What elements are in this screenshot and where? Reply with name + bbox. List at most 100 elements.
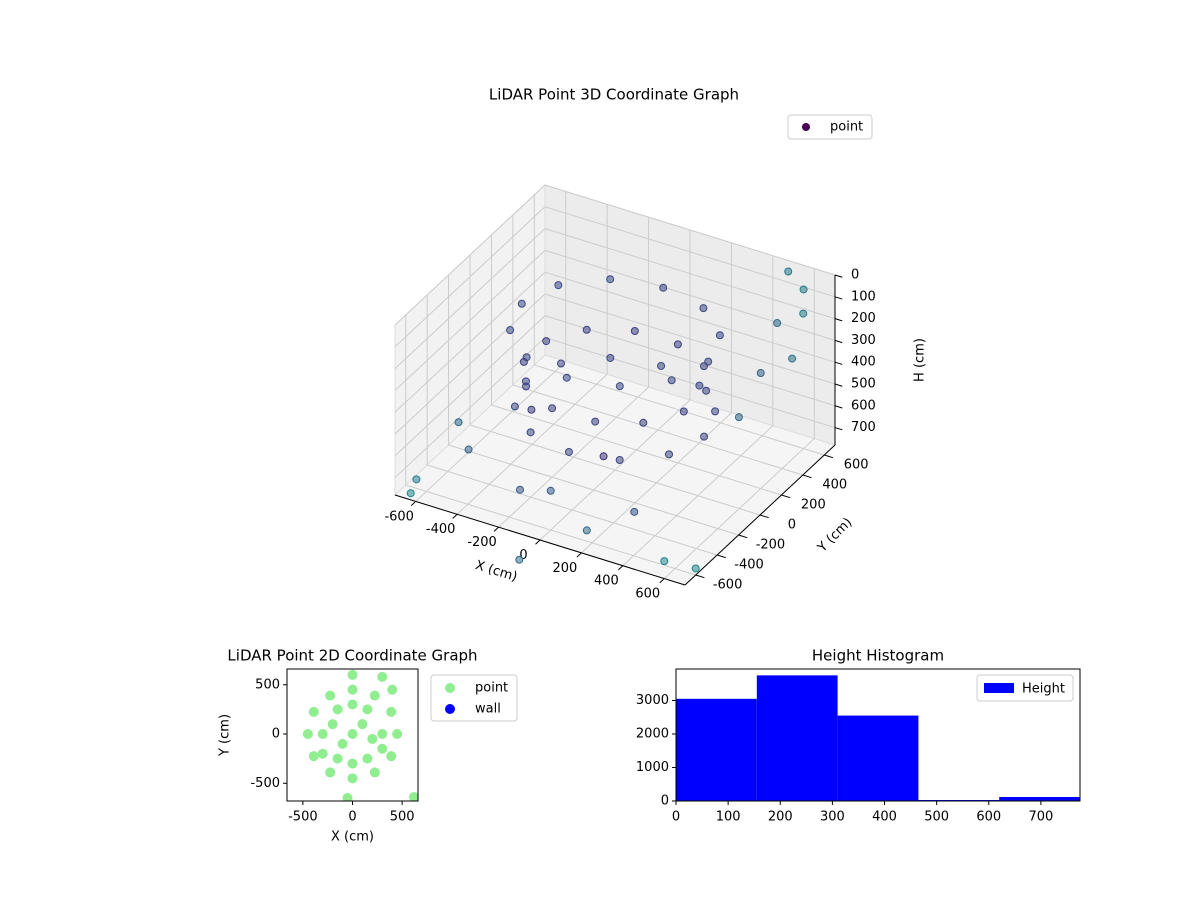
x-axis-line <box>394 494 686 586</box>
y-tick-label: -200 <box>756 537 786 552</box>
point <box>377 743 388 754</box>
point <box>521 377 530 386</box>
point <box>799 285 808 294</box>
grid-line <box>544 206 836 298</box>
point <box>660 557 669 566</box>
point <box>327 719 338 730</box>
point <box>657 361 666 370</box>
point <box>599 452 608 461</box>
tick-mark <box>834 405 843 409</box>
grid-line <box>469 424 761 516</box>
point <box>506 326 515 335</box>
point <box>556 359 565 368</box>
x-tick-label: 300 <box>820 810 845 825</box>
grid-line <box>394 293 546 435</box>
grid-line <box>426 464 718 556</box>
point <box>516 485 524 494</box>
grid-line <box>448 444 739 536</box>
point <box>562 373 571 382</box>
point <box>454 418 463 427</box>
x-tick-label: 400 <box>594 574 619 589</box>
point <box>302 729 313 740</box>
point <box>773 319 782 328</box>
point <box>667 376 676 385</box>
bar <box>999 796 1080 801</box>
grid-line <box>394 337 546 478</box>
point <box>519 357 528 366</box>
point <box>639 418 648 427</box>
point <box>392 729 403 740</box>
point <box>337 738 348 749</box>
point <box>347 758 358 769</box>
point <box>582 325 591 334</box>
z-tick-label: 100 <box>851 289 876 304</box>
point <box>387 684 398 695</box>
point <box>788 354 797 363</box>
y-tick-label: 500 <box>255 677 280 692</box>
y-axis-line <box>684 444 836 586</box>
grid-line <box>544 271 836 363</box>
point <box>347 773 358 784</box>
y-tick-label: -500 <box>250 776 280 791</box>
tick-mark <box>659 578 665 584</box>
legend-label: point <box>475 681 508 696</box>
point <box>464 445 473 454</box>
x-tick-label: 500 <box>390 810 415 825</box>
point <box>342 793 353 801</box>
z-tick-label: 400 <box>851 355 876 370</box>
point <box>591 417 600 426</box>
point <box>517 299 526 308</box>
point <box>526 428 535 437</box>
point <box>367 733 378 744</box>
point <box>734 413 743 422</box>
z-tick-label: 300 <box>851 333 876 348</box>
chart-title: LiDAR Point 3D Coordinate Graph <box>489 86 739 104</box>
legend-marker <box>445 704 455 714</box>
grid-line <box>544 293 836 385</box>
y-tick-label: 3000 <box>636 693 669 708</box>
grid-line <box>544 315 836 407</box>
point <box>673 340 682 349</box>
point <box>510 402 519 411</box>
grid-line <box>512 384 804 476</box>
x-tick-label: 600 <box>635 586 660 601</box>
point <box>332 704 343 715</box>
x-tick-label: -200 <box>467 535 497 550</box>
point <box>679 407 688 416</box>
y-tick-label: 0 <box>272 727 280 742</box>
x-tick-label: 500 <box>924 810 949 825</box>
y-tick-label: 600 <box>844 457 869 472</box>
point <box>700 432 709 441</box>
point <box>347 669 358 680</box>
point <box>347 729 358 740</box>
point <box>711 407 720 416</box>
tick-mark <box>716 554 726 559</box>
point <box>409 792 418 801</box>
tick-mark <box>834 361 843 365</box>
legend-label: point <box>830 120 863 135</box>
point <box>691 564 700 573</box>
tick-mark <box>452 513 458 519</box>
z-axis-label: H (cm) <box>913 338 928 382</box>
point <box>615 455 624 464</box>
plot-area <box>302 669 418 801</box>
grid-line <box>394 206 546 348</box>
point <box>756 369 765 378</box>
x-axis-label: X (cm) <box>331 830 374 845</box>
point <box>715 331 724 340</box>
point <box>357 719 368 730</box>
point <box>699 304 708 313</box>
tick-mark <box>834 383 843 387</box>
chart-title: Height Histogram <box>812 647 944 665</box>
point <box>406 489 415 498</box>
point <box>606 275 615 284</box>
point <box>542 337 551 346</box>
bar <box>918 799 1000 801</box>
point <box>317 729 328 740</box>
point <box>362 753 373 764</box>
grid-line <box>544 249 836 341</box>
tick-mark <box>834 339 843 344</box>
point <box>630 326 639 335</box>
z-tick-label: 600 <box>851 398 876 413</box>
x-tick-label: 600 <box>976 810 1001 825</box>
